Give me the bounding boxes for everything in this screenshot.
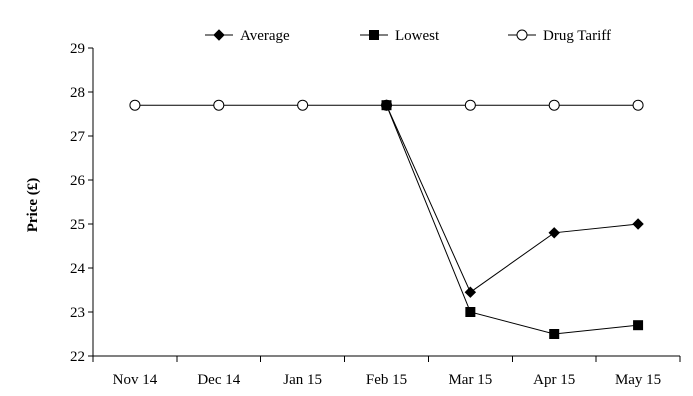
x-tick-label: Mar 15 [448,372,492,388]
point-average [632,218,644,230]
legend-marker-drug-tariff [516,29,528,41]
point-average [464,286,477,298]
x-tick-label: Apr 15 [533,372,575,388]
y-tick-label: 22 [70,349,85,365]
y-tick-label: 28 [70,85,85,101]
y-axis-title: Price (£) [25,178,41,233]
y-tick-label: 23 [70,305,85,321]
y-tick-label: 25 [70,217,85,233]
series-line-average [386,104,639,293]
point-lowest [465,307,476,317]
x-tick-label: May 15 [615,372,661,388]
point-lowest [633,320,644,331]
data-markers [129,99,644,339]
legend-marker-average [213,29,225,41]
series-line-lowest [386,105,639,335]
axes: 22 23 24 25 26 27 28 29 Nov 14 Dec 14 Jan 15 Feb 15… [70,41,681,388]
legend-label-drug-tariff: Drug Tariff [543,28,611,44]
legend: Average Lowest Drug Tariff [205,28,611,44]
legend-label-average: Average [240,28,290,44]
point-drug-tariff [464,99,476,111]
y-tick-label: 29 [70,41,85,57]
y-tick-label: 27 [70,129,86,145]
point-average [548,227,560,239]
y-tick-label: 26 [70,173,86,189]
x-tick-label: Feb 15 [366,372,407,388]
point-average [380,99,393,111]
point-drug-tariff [297,99,309,111]
point-drug-tariff [548,99,560,111]
legend-marker-lowest [369,30,379,40]
y-tick-label: 24 [70,261,86,277]
x-tick-label: Jan 15 [283,372,322,388]
point-lowest [549,329,560,339]
x-tick-label: Dec 14 [197,372,240,388]
legend-label-lowest: Lowest [395,28,440,44]
point-drug-tariff [213,99,225,111]
point-drug-tariff [129,99,141,111]
series-lines [134,104,639,335]
point-drug-tariff [632,99,644,111]
x-tick-label: Nov 14 [113,372,158,388]
